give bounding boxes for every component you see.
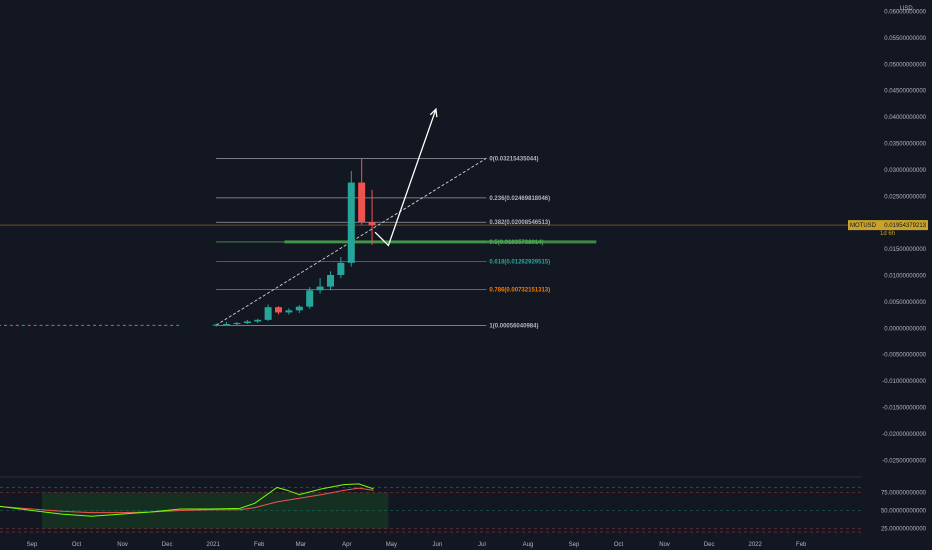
time-tick-label: Dec [704, 542, 715, 548]
price-tick-label: 0.02500000000 [884, 194, 926, 200]
price-tick-label: -0.02000000000 [882, 432, 926, 438]
price-tick-label: 0.04500000000 [884, 89, 926, 95]
price-tag-background [848, 220, 928, 231]
candle-body[interactable] [295, 306, 303, 311]
oscillator-tick-label: 25.00000000000 [881, 527, 927, 533]
fib-level-label: 0(0.03215435044) [489, 157, 538, 163]
price-tick-label: 0.04000000000 [884, 115, 926, 121]
time-tick-label: Nov [659, 542, 670, 548]
price-tick-label: 0.06000000000 [884, 10, 926, 16]
current-price-tag: MOTUSD 0.01954379213 1d 6h [848, 220, 928, 237]
price-pane[interactable]: 0(0.03215435044) 0.236(0.02469818046) 0.38… [0, 107, 862, 329]
candle-body[interactable] [264, 307, 272, 320]
candle-body[interactable] [306, 290, 314, 307]
time-tick-label: Dec [162, 542, 173, 548]
fib-level-label: 0.786(0.00732151313) [489, 288, 550, 294]
candle-body[interactable] [347, 182, 355, 263]
price-tick-label: -0.01500000000 [882, 406, 926, 412]
time-tick-label: Feb [796, 542, 807, 548]
price-tick-label: 0.00000000000 [884, 326, 926, 332]
price-tick-label: 0.05000000000 [884, 62, 926, 68]
candle-body[interactable] [254, 319, 262, 322]
projection-path[interactable] [374, 108, 437, 247]
time-tick-label: Apr [342, 542, 351, 548]
time-tick-label: Jul [478, 542, 486, 548]
currency-label: USD [900, 6, 913, 12]
price-tick-label: 0.01000000000 [884, 274, 926, 280]
time-tick-label: Nov [117, 542, 128, 548]
price-tick-label: -0.01000000000 [882, 379, 926, 385]
fib-level-label: 0.382(0.02008546513) [489, 220, 550, 226]
candle-body[interactable] [358, 182, 366, 223]
price-tick-label: -0.02500000000 [882, 458, 926, 464]
price-axis[interactable]: 0.06000000000 0.05500000000 0.05000000000 0… [882, 10, 926, 465]
oscillator-fast-line[interactable] [0, 483, 374, 517]
oscillator-tick-label: 75.00000000000 [881, 491, 927, 497]
time-tick-label: Feb [254, 542, 265, 548]
price-tick-label: -0.00500000000 [882, 353, 926, 359]
candle-body[interactable] [243, 321, 251, 324]
fib-level-label: 0.236(0.02469818046) [489, 196, 550, 202]
price-tick-label: 0.03500000000 [884, 142, 926, 148]
candle-body[interactable] [223, 324, 231, 326]
price-tag-sublabel: 1d 6h [880, 231, 895, 237]
oscillator-axis: 75.00000000000 50.00000000000 25.000000000… [881, 491, 927, 533]
time-tick-label: Oct [72, 542, 82, 548]
price-tick-label: 0.00500000000 [884, 300, 926, 306]
time-axis[interactable]: Sep Oct Nov Dec 2021 Feb Mar Apr May Jun Jul Aug Sep… [27, 542, 807, 548]
time-tick-label: 2022 [749, 542, 763, 548]
candle-body[interactable] [337, 262, 345, 275]
time-tick-label: 2021 [206, 542, 220, 548]
candle-body[interactable] [316, 286, 324, 291]
price-tick-label: 0.05500000000 [884, 36, 926, 42]
candle-body[interactable] [368, 222, 376, 226]
oscillator-tick-label: 50.00000000000 [881, 509, 927, 515]
fib-level-label: 1(0.00056040984) [489, 323, 538, 329]
trend-line[interactable] [215, 157, 487, 326]
time-tick-label: Mar [296, 542, 306, 548]
price-tag-symbol: MOTUSD [850, 223, 877, 229]
price-tick-label: 0.01500000000 [884, 247, 926, 253]
oscillator-slow-line[interactable] [0, 487, 374, 514]
candle-body[interactable] [212, 324, 220, 326]
candle-body[interactable] [275, 307, 283, 313]
candle-body[interactable] [326, 274, 334, 287]
fib-level-label: 0.618(0.01262929515) [489, 260, 550, 266]
price-tick-label: 0.03000000000 [884, 168, 926, 174]
time-tick-label: Aug [523, 542, 534, 548]
candle-body[interactable] [233, 323, 241, 325]
time-tick-label: Sep [569, 542, 580, 548]
oscillator-pane[interactable] [0, 483, 862, 533]
time-tick-label: Sep [27, 542, 38, 548]
time-tick-label: May [386, 542, 397, 548]
projection-arrowhead [429, 107, 438, 118]
time-tick-label: Jun [433, 542, 443, 548]
time-tick-label: Oct [614, 542, 624, 548]
price-tag-value: 0.01954379213 [884, 223, 926, 229]
candle-body[interactable] [285, 310, 293, 313]
